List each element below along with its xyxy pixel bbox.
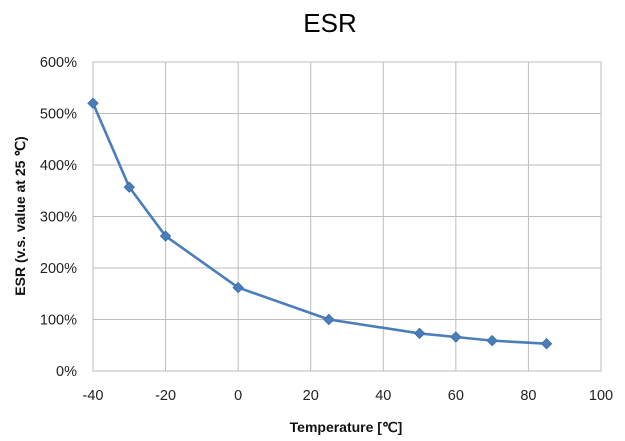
- data-point: [413, 327, 426, 340]
- data-point: [87, 97, 99, 109]
- y-tick-label: 200%: [40, 261, 77, 277]
- series-layer: [87, 97, 553, 350]
- y-tick-label: 300%: [40, 210, 77, 226]
- data-point: [540, 337, 553, 350]
- gridlines: [92, 61, 602, 372]
- chart-title: ESR: [303, 8, 356, 38]
- x-tick-label: -20: [155, 388, 176, 404]
- y-tick-label: 500%: [40, 107, 77, 123]
- data-point: [159, 230, 172, 242]
- y-axis-ticks: 0% 100% 200% 300% 400% 500% 600%: [40, 55, 77, 380]
- y-tick-label: 100%: [40, 313, 77, 329]
- y-tick-label: 400%: [40, 158, 77, 174]
- x-tick-label: 80: [520, 388, 536, 404]
- y-tick-label: 0%: [56, 364, 77, 380]
- data-point: [323, 313, 335, 326]
- y-tick-label: 600%: [40, 55, 77, 71]
- plot-area: [92, 61, 602, 372]
- data-point: [123, 181, 135, 193]
- x-tick-label: 60: [448, 388, 464, 404]
- data-point: [450, 331, 462, 343]
- x-tick-label: 20: [303, 388, 319, 404]
- y-axis-label: ESR (v.s. value at 25 ℃): [12, 136, 28, 295]
- series-line: [91, 101, 548, 346]
- x-tick-label: -40: [83, 388, 104, 404]
- x-axis-ticks: -40 -20 0 20 40 60 80 100: [83, 388, 614, 404]
- data-point: [232, 281, 244, 294]
- x-tick-label: 100: [589, 388, 613, 404]
- x-tick-label: 0: [234, 388, 242, 404]
- data-point: [486, 334, 498, 347]
- x-axis-label: Temperature [℃]: [290, 419, 403, 435]
- x-tick-label: 40: [375, 388, 391, 404]
